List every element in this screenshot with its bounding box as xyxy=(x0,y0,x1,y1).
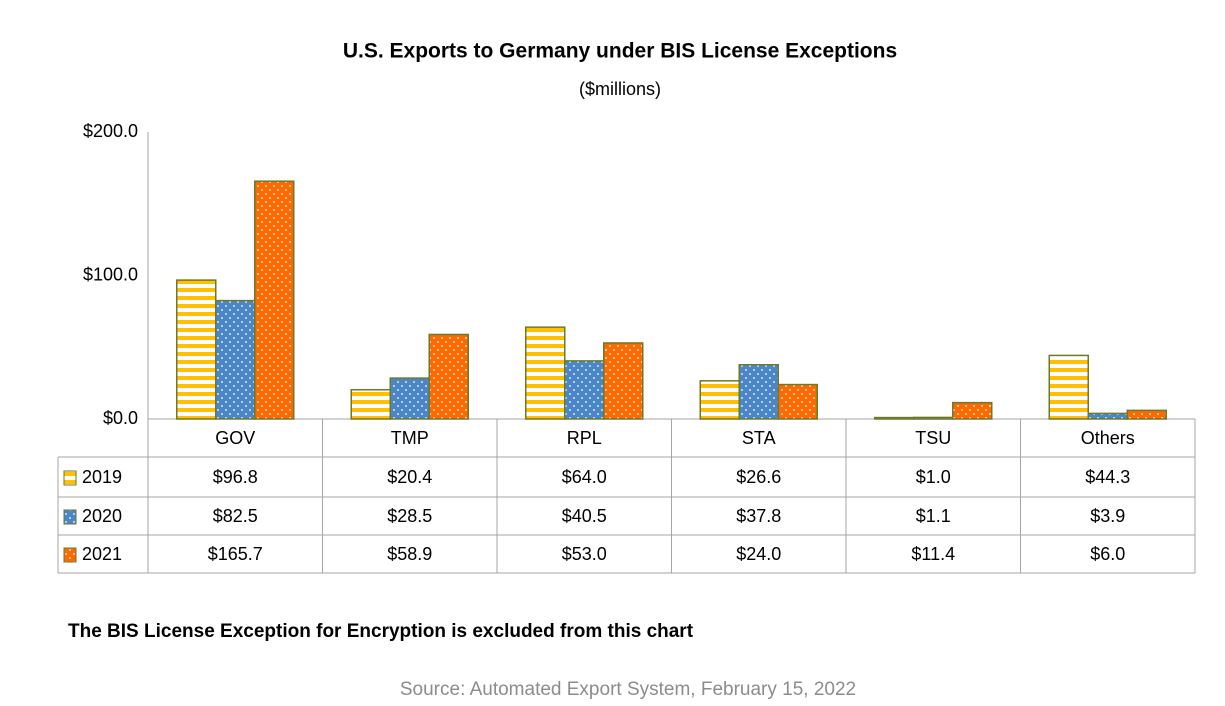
bar xyxy=(952,401,993,420)
table-value: $28.5 xyxy=(387,506,432,526)
bar xyxy=(564,360,605,420)
legend-swatch xyxy=(63,470,77,486)
x-tick-label: Others xyxy=(1081,428,1135,448)
x-tick-label: STA xyxy=(742,428,776,448)
bar xyxy=(215,299,256,420)
bar xyxy=(350,388,391,420)
x-tick-label: RPL xyxy=(567,428,602,448)
table-value: $64.0 xyxy=(562,467,607,487)
table-value: $1.1 xyxy=(916,506,951,526)
table-value: $1.0 xyxy=(916,467,951,487)
y-tick-label: $100.0 xyxy=(83,264,138,284)
x-tick-label: TSU xyxy=(915,428,951,448)
y-tick-label: $0.0 xyxy=(103,408,138,428)
bar xyxy=(874,416,915,420)
bar xyxy=(603,342,644,420)
table-value: $40.5 xyxy=(562,506,607,526)
bar xyxy=(913,416,954,420)
bar xyxy=(738,364,779,420)
table-value: $44.3 xyxy=(1085,467,1130,487)
legend-swatch xyxy=(63,547,77,563)
chart-title: U.S. Exports to Germany under BIS Licens… xyxy=(343,40,897,63)
legend-label: 2019 xyxy=(82,467,122,487)
table-value: $165.7 xyxy=(208,544,263,564)
table-value: $26.6 xyxy=(736,467,781,487)
x-tick-label: TMP xyxy=(391,428,429,448)
table-value: $53.0 xyxy=(562,544,607,564)
table-value: $24.0 xyxy=(736,544,781,564)
table-value: $37.8 xyxy=(736,506,781,526)
legend-swatch xyxy=(63,509,77,525)
table-value: $96.8 xyxy=(213,467,258,487)
bar xyxy=(1126,409,1167,420)
bar xyxy=(254,180,295,420)
table-value: $82.5 xyxy=(213,506,258,526)
legend-label: 2020 xyxy=(82,506,122,526)
legend-label: 2021 xyxy=(82,544,122,564)
x-tick-label: GOV xyxy=(215,428,255,448)
table-value: $20.4 xyxy=(387,467,432,487)
table-value: $3.9 xyxy=(1090,506,1125,526)
y-tick-label: $200.0 xyxy=(83,121,138,141)
table-value: $58.9 xyxy=(387,544,432,564)
bar xyxy=(699,380,740,420)
source: Source: Automated Export System, Februar… xyxy=(400,679,856,700)
bar xyxy=(428,333,469,420)
bar xyxy=(176,279,217,420)
note: The BIS License Exception for Encryption… xyxy=(68,621,694,642)
bar xyxy=(1087,412,1128,420)
bar xyxy=(1048,354,1089,420)
bar xyxy=(525,326,566,420)
chart-subtitle: ($millions) xyxy=(579,79,661,99)
bar xyxy=(389,377,430,420)
table-value: $11.4 xyxy=(911,544,955,564)
table-value: $6.0 xyxy=(1090,544,1125,564)
bar xyxy=(777,383,818,420)
